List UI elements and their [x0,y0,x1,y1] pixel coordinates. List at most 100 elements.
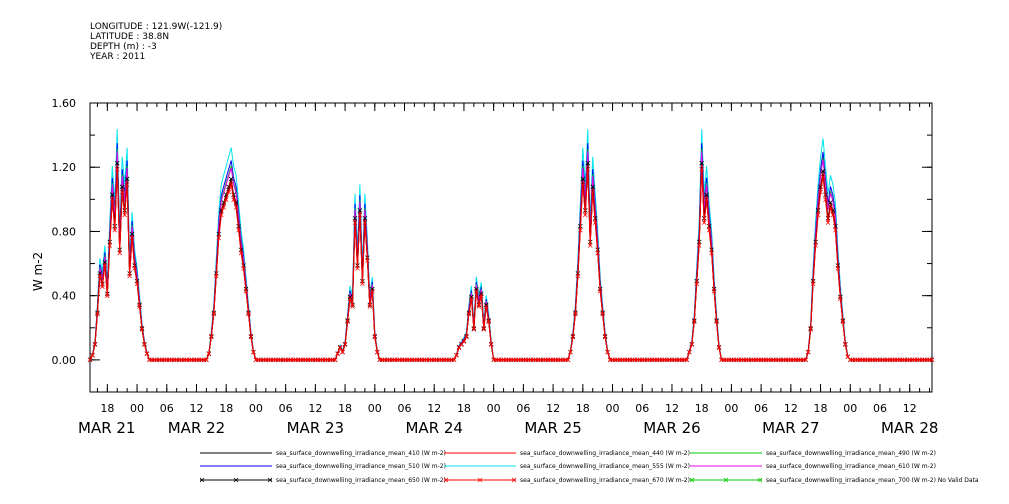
series-marker [478,293,484,299]
series-marker [585,166,591,172]
series-marker [139,327,145,332]
series-marker [602,334,608,340]
series-marker [830,212,836,218]
plot-frame [89,102,933,393]
date-label: MAR 21 [78,419,135,437]
axes-group: 18 00 06 12 18 00 06 12 18 00 06 12 18 00 06 12 18 00 06 12… [31,97,938,437]
series-marker [87,357,93,363]
date-label: MAR 23 [287,419,344,437]
series-marker [706,227,712,233]
series-marker [583,212,588,218]
series-marker [483,302,489,308]
x-tick-label: 06 [279,402,293,415]
x-tick-label: 06 [516,402,530,415]
date-label: MAR 25 [524,419,581,437]
series-marker [820,174,826,180]
series-marker [818,189,823,195]
series-marker [114,166,120,172]
x-tick-label: 00 [606,402,620,415]
date-label: MAR 27 [762,419,819,437]
series-marker [823,197,828,203]
series-marker [110,197,115,203]
series-marker [211,311,217,317]
series-marker [478,291,484,297]
series-marker [350,304,355,309]
y-axis-label: W m-2 [31,252,45,291]
series-marker [129,231,135,237]
series-marker [132,266,137,271]
series-marker [461,339,467,344]
x-tick-label: 12 [784,402,798,415]
series-marker [97,273,103,279]
date-label: MAR 22 [168,419,225,437]
series-marker [248,334,254,340]
series-marker [206,351,212,357]
series-marker [137,304,142,309]
x-tick-label: 18 [457,402,471,415]
series-marker [337,345,343,350]
series-marker [374,349,380,355]
legend-label: sea_surface_downwelling_irradiance_mean_… [520,463,690,470]
series-marker [117,250,123,256]
series-marker [340,349,345,355]
series-marker [689,342,695,347]
series-marker [691,319,697,325]
series-marker [840,319,846,325]
series-marker [714,319,719,325]
x-tick-label: 18 [814,402,828,415]
legend-marker [199,477,205,483]
series-marker [828,200,833,205]
series-marker [815,212,821,218]
series-marker [488,342,494,347]
series-marker [223,197,229,203]
series-marker [694,281,700,286]
x-tick-label: 00 [249,402,263,415]
series-marker [929,357,935,363]
series-marker [476,304,482,309]
series-marker [704,197,709,203]
x-tick-label: 00 [130,402,144,415]
series-marker [355,266,360,271]
date-label: MAR 24 [405,419,462,437]
series-marker [716,345,722,350]
series-marker [483,304,489,309]
series-marker [233,205,239,210]
series-marker [236,227,241,233]
series-marker [243,288,249,294]
series-marker [370,288,375,294]
series-marker [119,184,125,190]
legend-label: sea_surface_downwelling_irradiance_mean_… [520,477,690,484]
series-marker [585,160,591,166]
series-marker [845,354,851,360]
series-marker [578,227,583,233]
x-tick-label: 06 [398,402,412,415]
series-marker [835,266,841,271]
x-tick-label: 12 [308,402,322,415]
legend: sea_surface_downwelling_irradiance_mean_… [199,450,979,484]
x-tick-label: 18 [695,402,709,415]
y-tick-label: 0.00 [52,354,77,367]
legend-label: sea_surface_downwelling_irradiance_mean_… [766,463,936,470]
series-marker [590,184,596,190]
series-marker [112,227,118,233]
x-tick-label: 18 [100,402,114,415]
series-marker [820,168,826,174]
x-tick-label: 12 [427,402,441,415]
legend-marker [477,477,483,483]
x-tick-label: 12 [903,402,917,415]
series-marker [144,351,150,357]
series-marker [451,357,457,363]
series-marker [573,311,578,317]
date-label: MAR 26 [643,419,700,437]
series-marker [592,220,598,225]
series-marker [92,342,98,347]
series-marker [105,293,110,299]
legend-marker [723,477,729,483]
series-marker [110,192,115,197]
series-marker [459,342,464,347]
series-marker [471,327,477,332]
x-tick-label: 00 [724,402,738,415]
series-marker [684,357,690,363]
x-tick-label: 18 [219,402,233,415]
series-marker [241,266,246,271]
